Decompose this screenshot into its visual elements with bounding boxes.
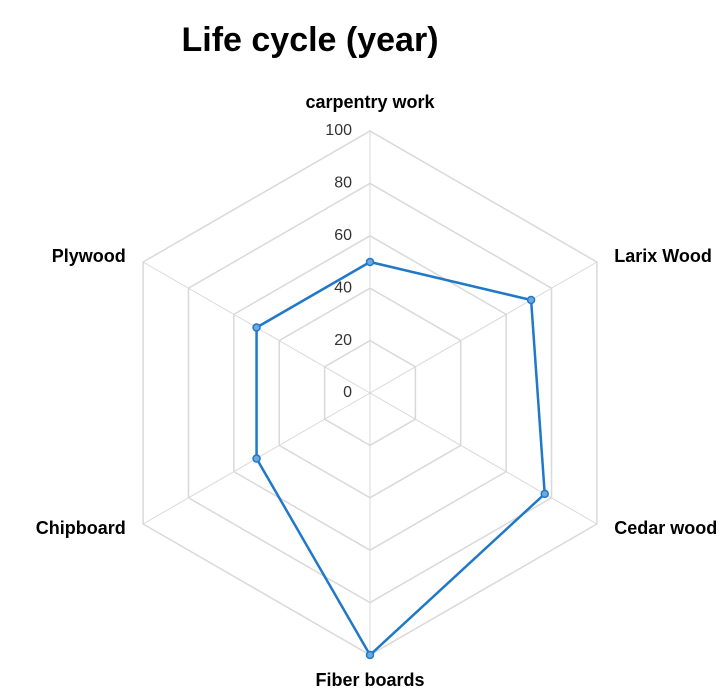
chart-title: Life cycle (year) <box>181 21 438 59</box>
data-point <box>252 454 261 463</box>
tick-label: 80 <box>334 175 352 192</box>
data-point <box>365 650 375 660</box>
series-line <box>255 260 547 657</box>
grid-ring <box>323 339 417 447</box>
spoke <box>369 261 598 394</box>
grid-ring <box>187 182 553 604</box>
tick-label: 0 <box>343 384 352 401</box>
tick-label: 40 <box>334 279 352 296</box>
category-label: Chipboard <box>36 518 126 538</box>
category-label: Cedar wood <box>614 518 717 538</box>
data-point <box>526 295 536 305</box>
data-point <box>365 257 375 267</box>
category-label: Plywood <box>52 246 126 266</box>
tick-label: 20 <box>334 332 352 349</box>
data-point <box>540 489 549 499</box>
grid-ring <box>233 234 507 552</box>
category-label: Larix Wood <box>614 246 712 266</box>
spoke <box>369 392 598 525</box>
grid-ring <box>278 287 462 499</box>
category-label: Fiber boards <box>315 670 424 690</box>
tick-label: 60 <box>334 227 352 244</box>
category-label: carpentry work <box>305 92 435 112</box>
tick-label: 100 <box>325 122 352 139</box>
data-point <box>252 323 261 332</box>
